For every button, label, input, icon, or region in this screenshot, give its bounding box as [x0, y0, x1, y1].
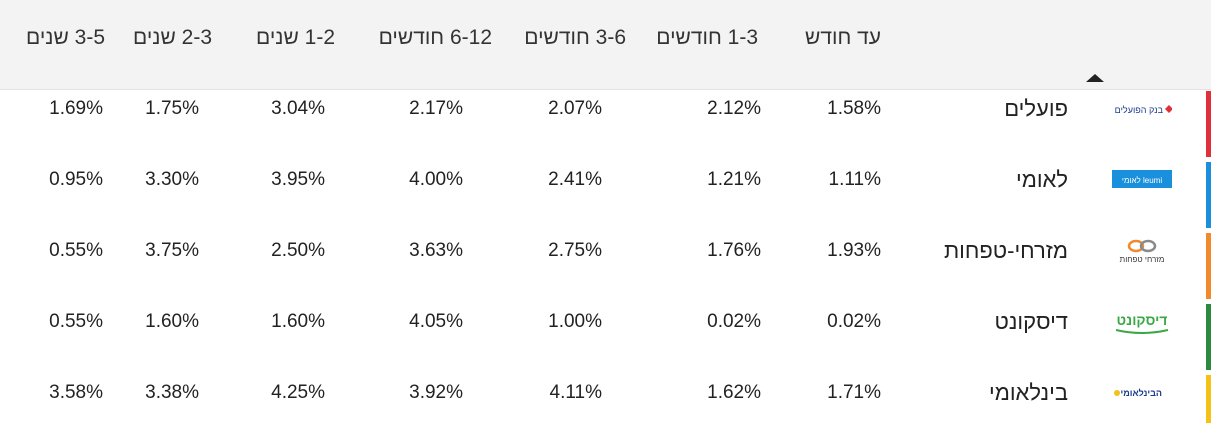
svg-text:לאומי leumi: לאומי leumi — [1122, 176, 1162, 185]
svg-text:מזרחי טפחות: מזרחי טפחות — [1120, 255, 1165, 264]
rate-cell: 1.76% — [707, 240, 761, 261]
rate-cell: 3.63% — [409, 240, 463, 261]
rate-cell: 2.07% — [548, 98, 602, 119]
column-header-2-3-years[interactable]: 2-3 שנים — [133, 26, 212, 49]
rate-cell: 3.92% — [409, 382, 463, 403]
svg-text:הבינלאומי: הבינלאומי — [1120, 388, 1162, 398]
column-header-up-to-month[interactable]: עד חודש — [805, 26, 881, 49]
rate-cell: 1.75% — [145, 98, 199, 119]
rate-cell: 1.71% — [827, 382, 881, 403]
rate-cell: 4.11% — [549, 382, 602, 403]
rate-cell: 0.55% — [49, 240, 103, 261]
rate-cell: 3.30% — [145, 169, 199, 190]
bank-mizrahi-logo: מזרחי טפחות — [1112, 237, 1172, 265]
rate-cell: 4.00% — [409, 169, 463, 190]
rate-cell: 3.04% — [271, 98, 325, 119]
table-row: לאומי leumi לאומי 1.11% 1.21% 2.41% 4.00… — [0, 160, 1211, 231]
rate-cell: 3.95% — [271, 169, 325, 190]
bank-leumi-logo: לאומי leumi — [1112, 166, 1172, 194]
rate-cell: 1.93% — [827, 240, 881, 261]
rate-cell: 0.02% — [707, 311, 761, 332]
rate-cell: 3.75% — [145, 240, 199, 261]
rate-cell: 3.38% — [145, 382, 199, 403]
rate-cell: 3.58% — [49, 382, 103, 403]
bank-beinleumi-logo: הבינלאומי — [1112, 379, 1172, 407]
bank-name: דיסקונט — [994, 309, 1068, 334]
rate-cell: 0.02% — [827, 311, 881, 332]
rate-cell: 4.25% — [271, 382, 325, 403]
bank-name: מזרחי-טפחות — [943, 238, 1068, 263]
table-header: עד חודש 1-3 חודשים 3-6 חודשים 6-12 חודשי… — [0, 0, 1211, 90]
column-header-1-3-months[interactable]: 1-3 חודשים — [656, 26, 758, 49]
column-header-3-6-months[interactable]: 3-6 חודשים — [524, 26, 626, 49]
bank-color-bar — [1206, 375, 1211, 423]
svg-text:בנק הפועלים: בנק הפועלים — [1115, 105, 1164, 115]
sort-arrow-icon[interactable] — [1086, 74, 1104, 82]
column-header-6-12-months[interactable]: 6-12 חודשים — [378, 26, 492, 49]
rate-cell: 1.21% — [707, 169, 761, 190]
rate-cell: 4.05% — [409, 311, 463, 332]
rate-cell: 2.17% — [409, 98, 463, 119]
table-row: מזרחי טפחות מזרחי-טפחות 1.93% 1.76% 2.75… — [0, 231, 1211, 302]
rate-cell: 1.60% — [271, 311, 325, 332]
table-row: דיסקונט דיסקונט 0.02% 0.02% 1.00% 4.05% … — [0, 302, 1211, 373]
rate-cell: 1.58% — [827, 98, 881, 119]
rate-cell: 0.55% — [49, 311, 103, 332]
bank-discount-logo: דיסקונט — [1112, 308, 1172, 336]
bank-name: פועלים — [1004, 96, 1068, 121]
rate-cell: 0.95% — [49, 169, 103, 190]
rate-cell: 2.75% — [548, 240, 602, 261]
rate-cell: 2.41% — [548, 169, 602, 190]
bank-color-bar — [1206, 233, 1211, 299]
column-header-3-5-years[interactable]: 3-5 שנים — [26, 26, 105, 49]
rate-cell: 2.12% — [707, 98, 761, 119]
bank-name: לאומי — [1015, 167, 1068, 192]
rate-cell: 1.11% — [828, 169, 881, 190]
rate-cell: 1.60% — [145, 311, 199, 332]
table-row: בנק הפועלים פועלים 1.58% 2.12% 2.07% 2.1… — [0, 89, 1211, 160]
rate-cell: 1.62% — [707, 382, 761, 403]
bank-color-bar — [1206, 91, 1211, 157]
table-row: הבינלאומי בינלאומי 1.71% 1.62% 4.11% 3.9… — [0, 373, 1211, 444]
bank-hapoalim-logo: בנק הפועלים — [1112, 95, 1173, 123]
column-header-1-2-years[interactable]: 1-2 שנים — [256, 26, 335, 49]
rate-cell: 1.69% — [49, 98, 103, 119]
bank-name: בינלאומי — [988, 380, 1068, 405]
svg-text:דיסקונט: דיסקונט — [1117, 312, 1168, 328]
bank-color-bar — [1206, 162, 1211, 228]
rate-cell: 1.00% — [548, 311, 602, 332]
bank-color-bar — [1206, 304, 1211, 370]
rate-cell: 2.50% — [271, 240, 325, 261]
